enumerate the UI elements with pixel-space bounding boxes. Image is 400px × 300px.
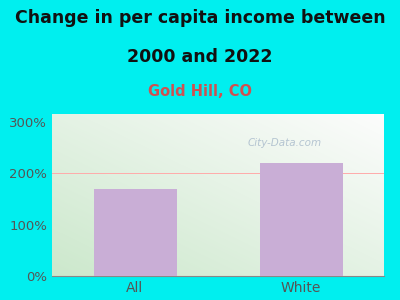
Text: Gold Hill, CO: Gold Hill, CO bbox=[148, 84, 252, 99]
Text: Change in per capita income between: Change in per capita income between bbox=[15, 9, 385, 27]
Text: 2000 and 2022: 2000 and 2022 bbox=[127, 48, 273, 66]
Text: City-Data.com: City-Data.com bbox=[247, 138, 322, 148]
Bar bbox=[260, 163, 342, 276]
Bar bbox=[94, 189, 176, 276]
